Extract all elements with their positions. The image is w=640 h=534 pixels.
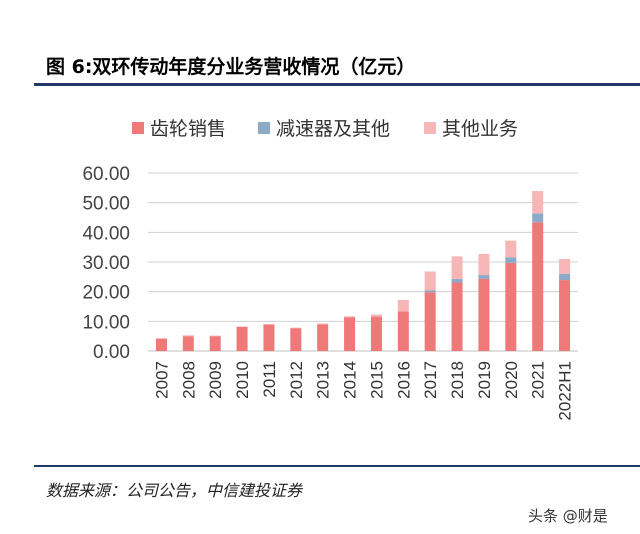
bar-segment [532, 191, 544, 214]
y-tick-label: 60.00 [82, 164, 130, 185]
bar-segment [532, 213, 544, 223]
bar-segment [236, 326, 248, 351]
bar-segment [451, 256, 463, 279]
legend-swatch [258, 122, 270, 134]
bar-segment [478, 278, 490, 351]
bar-segment [263, 324, 275, 325]
x-tick-label: 2021 [529, 361, 548, 399]
x-tick-label: 2008 [179, 361, 198, 399]
watermark: 头条 @财是 [528, 507, 608, 525]
y-tick-label: 0.00 [93, 342, 130, 363]
source-rule [34, 465, 640, 467]
bar-segment [505, 240, 517, 258]
bar-segment [344, 316, 356, 318]
x-tick-label: 2015 [367, 361, 386, 399]
y-axis: 0.00 10.00 20.00 30.00 40.00 50.00 60.00 [82, 164, 130, 363]
bar-segment [505, 257, 517, 263]
y-tick-label: 30.00 [82, 253, 130, 274]
bar-segment [559, 259, 571, 274]
bar-segment [236, 326, 248, 327]
bar-segment [370, 316, 382, 351]
bar-segment [424, 290, 436, 293]
x-tick-label: 2010 [233, 361, 252, 399]
chart-title: 图 6:双环传动年度分业务营收情况（亿元） [46, 56, 416, 78]
x-tick-label: 2011 [260, 361, 279, 398]
bar-segment [397, 311, 409, 351]
bar-segment [317, 324, 329, 351]
legend: 齿轮销售 减速器及其他 其他业务 [132, 118, 518, 140]
bar-segment [451, 278, 463, 283]
bar-segment [370, 314, 382, 317]
x-tick-label: 2014 [341, 361, 360, 399]
y-tick-label: 50.00 [82, 194, 130, 215]
legend-label: 其他业务 [442, 118, 518, 140]
bar-segment [424, 271, 436, 291]
bar-segment [559, 273, 571, 281]
bar-segment [424, 292, 436, 351]
y-tick-label: 10.00 [82, 312, 130, 333]
x-tick-label: 2017 [421, 361, 440, 399]
x-tick-label: 2018 [448, 361, 467, 399]
title-rule [34, 83, 640, 86]
bar-segment [317, 323, 329, 325]
bar-segment [397, 299, 409, 312]
legend-label: 齿轮销售 [150, 118, 226, 140]
bars [155, 191, 571, 351]
y-tick-label: 40.00 [82, 223, 130, 244]
legend-swatch [424, 122, 436, 134]
bar-segment [182, 335, 194, 337]
bar-segment [505, 262, 517, 351]
x-tick-label: 2009 [206, 361, 225, 399]
stacked-bar-chart: 齿轮销售 减速器及其他 其他业务 0.00 10.00 20.00 30.00 40.00 5… [82, 118, 578, 421]
x-tick-label: 2020 [502, 361, 521, 399]
x-tick-label: 2016 [394, 361, 413, 399]
legend-label: 减速器及其他 [276, 118, 390, 140]
bar-segment [344, 317, 356, 351]
x-tick-label: 2019 [475, 361, 494, 399]
legend-swatch [132, 122, 144, 134]
x-axis: 2007 2008 2009 2010 2011 2012 2013 2014 2015 2016… [152, 361, 574, 421]
y-tick-label: 20.00 [82, 283, 130, 304]
bar-segment [290, 328, 302, 351]
bar-segment [532, 222, 544, 351]
bar-segment [209, 336, 221, 351]
x-tick-label: 2013 [314, 361, 333, 399]
bar-segment [209, 335, 221, 337]
bar-segment [263, 324, 275, 351]
source-note: 数据来源：公司公告，中信建投证券 [46, 481, 303, 500]
bar-segment [478, 253, 490, 276]
bar-segment [451, 282, 463, 351]
bar-segment [155, 338, 167, 351]
x-tick-label: 2007 [152, 361, 171, 399]
x-tick-label: 2012 [287, 361, 306, 399]
bar-segment [478, 275, 490, 279]
x-tick-label: 2022H1 [556, 361, 575, 421]
bar-segment [290, 327, 302, 329]
bar-segment [182, 336, 194, 351]
bar-segment [559, 280, 571, 351]
